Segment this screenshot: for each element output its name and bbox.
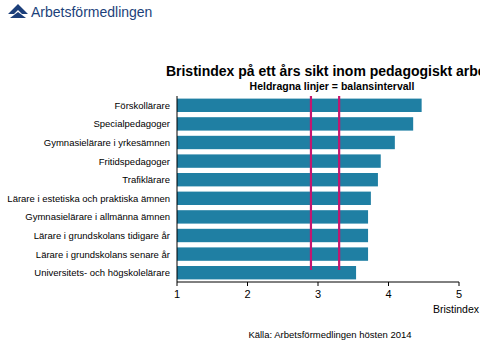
category-label: Universitets- och högskolelärare [34, 267, 170, 278]
bar [177, 154, 381, 167]
logo-icon [10, 12, 26, 18]
balance-line [338, 96, 340, 270]
x-tick [318, 282, 319, 286]
category-label: Trafiklärare [122, 174, 170, 185]
category-label: Gymnasielärare i allmänna ämnen [25, 211, 170, 222]
x-tick-label: 3 [315, 288, 321, 300]
x-tick-label: 4 [385, 288, 391, 300]
category-label: Fritidspedagoger [99, 156, 170, 167]
bar [177, 136, 395, 149]
x-tick [177, 282, 178, 286]
x-tick [247, 282, 248, 286]
x-axis-label: Bristindex [433, 303, 480, 315]
x-tick-label: 5 [456, 288, 462, 300]
bar [177, 266, 356, 279]
category-label: Lärare i estetiska och praktiska ämnen [7, 193, 170, 204]
balance-line [310, 96, 312, 270]
subtitle: Heldragna linjer = balansintervall [250, 80, 415, 92]
x-tick-label: 1 [174, 288, 180, 300]
x-tick [459, 282, 460, 286]
chart: Arbetsförmedlingen Bristindex på ett års … [0, 0, 480, 360]
category-label: Förskollärare [115, 100, 170, 111]
bar [177, 99, 422, 112]
bar [177, 117, 413, 130]
category-label: Gymnasielärare i yrkesämnen [44, 137, 170, 148]
y-axis [177, 96, 178, 282]
source: Källa: Arbetsförmedlingen hösten 2014 [248, 329, 411, 340]
logo: Arbetsförmedlingen [8, 4, 152, 20]
category-label: Lärare i grundskolans senare år [36, 249, 170, 260]
bar [177, 173, 378, 186]
logo-text: Arbetsförmedlingen [31, 4, 152, 20]
category-label: Lärare i grundskolans tidigare år [34, 230, 170, 241]
x-tick [388, 282, 389, 286]
category-label: Specialpedagoger [93, 118, 170, 129]
title: Bristindex på ett års sikt inom pedagogi… [166, 63, 480, 79]
x-tick-label: 2 [244, 288, 250, 300]
bars [177, 96, 422, 279]
bar [177, 192, 371, 205]
